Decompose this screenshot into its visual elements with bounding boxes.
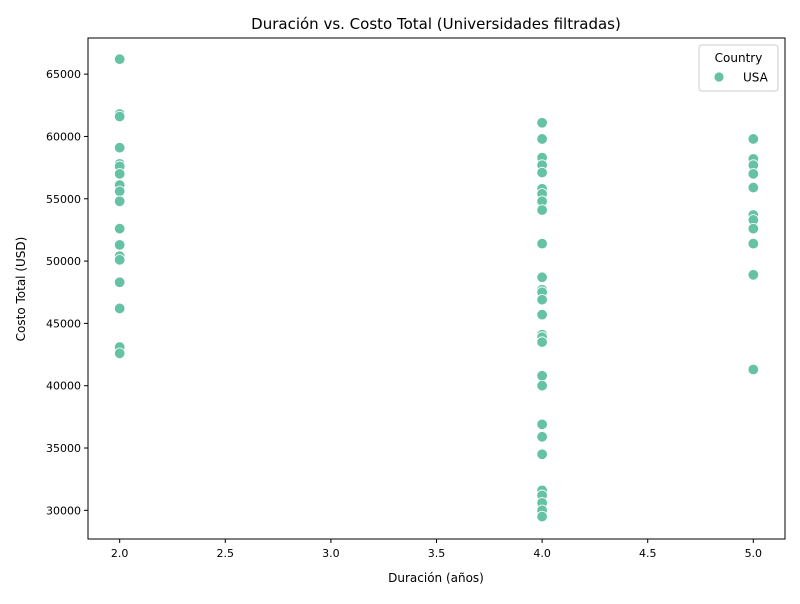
data-point xyxy=(536,370,548,382)
data-point xyxy=(113,53,126,65)
data-point xyxy=(747,133,760,145)
data-point xyxy=(536,431,548,443)
x-tick-label: 3.5 xyxy=(428,547,446,560)
y-tick-label: 45000 xyxy=(46,317,81,330)
y-axis: 30000 35000 40000 45000 50000 55000 60000 65000 xyxy=(46,68,88,517)
data-point xyxy=(536,336,548,348)
x-tick-label: 3.0 xyxy=(322,547,340,560)
data-point xyxy=(113,254,126,266)
legend-label-usa: USA xyxy=(743,71,769,85)
data-point xyxy=(113,168,126,180)
data-point xyxy=(747,363,760,376)
data-point xyxy=(747,181,760,194)
y-axis-label: Costo Total (USD) xyxy=(14,237,28,342)
plot-frame xyxy=(87,37,786,540)
data-point xyxy=(113,302,126,315)
data-point xyxy=(113,110,126,123)
legend-marker-usa xyxy=(713,71,725,83)
data-point xyxy=(747,168,760,180)
data-point xyxy=(113,276,126,288)
data-point xyxy=(536,308,548,321)
legend-title: Country xyxy=(715,51,763,65)
y-tick-label: 55000 xyxy=(46,193,81,206)
data-point xyxy=(536,418,548,431)
x-axis: 2.0 2.5 3.0 3.5 4.0 4.5 5.0 xyxy=(111,539,762,560)
y-tick-label: 50000 xyxy=(46,255,81,268)
y-tick-label: 40000 xyxy=(46,380,81,393)
data-point xyxy=(536,448,548,460)
data-point xyxy=(536,133,548,145)
data-point xyxy=(113,141,126,154)
x-axis-label: Duración (años) xyxy=(388,571,484,585)
x-tick-label: 4.5 xyxy=(639,547,657,560)
x-tick-label: 5.0 xyxy=(745,547,763,560)
y-tick-label: 35000 xyxy=(46,442,81,455)
chart-title: Duración vs. Costo Total (Universidades … xyxy=(251,15,621,33)
data-point xyxy=(536,510,548,523)
data-point xyxy=(113,222,126,235)
x-tick-label: 4.0 xyxy=(533,547,551,560)
data-point xyxy=(536,237,548,250)
data-point xyxy=(113,185,126,197)
data-point xyxy=(536,294,548,306)
data-point xyxy=(113,239,126,251)
data-point xyxy=(536,380,548,392)
legend: Country USA xyxy=(698,44,779,92)
data-point xyxy=(536,117,548,129)
data-point xyxy=(747,237,760,250)
data-point xyxy=(536,271,548,283)
data-point xyxy=(536,166,548,179)
y-tick-label: 60000 xyxy=(46,130,81,143)
data-point xyxy=(747,222,760,235)
data-point xyxy=(113,347,126,360)
x-tick-label: 2.0 xyxy=(111,547,129,560)
y-tick-label: 30000 xyxy=(46,504,81,517)
data-point xyxy=(747,269,760,281)
x-tick-label: 2.5 xyxy=(217,547,235,560)
data-point xyxy=(536,204,548,216)
y-tick-label: 65000 xyxy=(46,68,81,81)
data-point xyxy=(113,195,126,207)
data-points xyxy=(113,53,760,523)
